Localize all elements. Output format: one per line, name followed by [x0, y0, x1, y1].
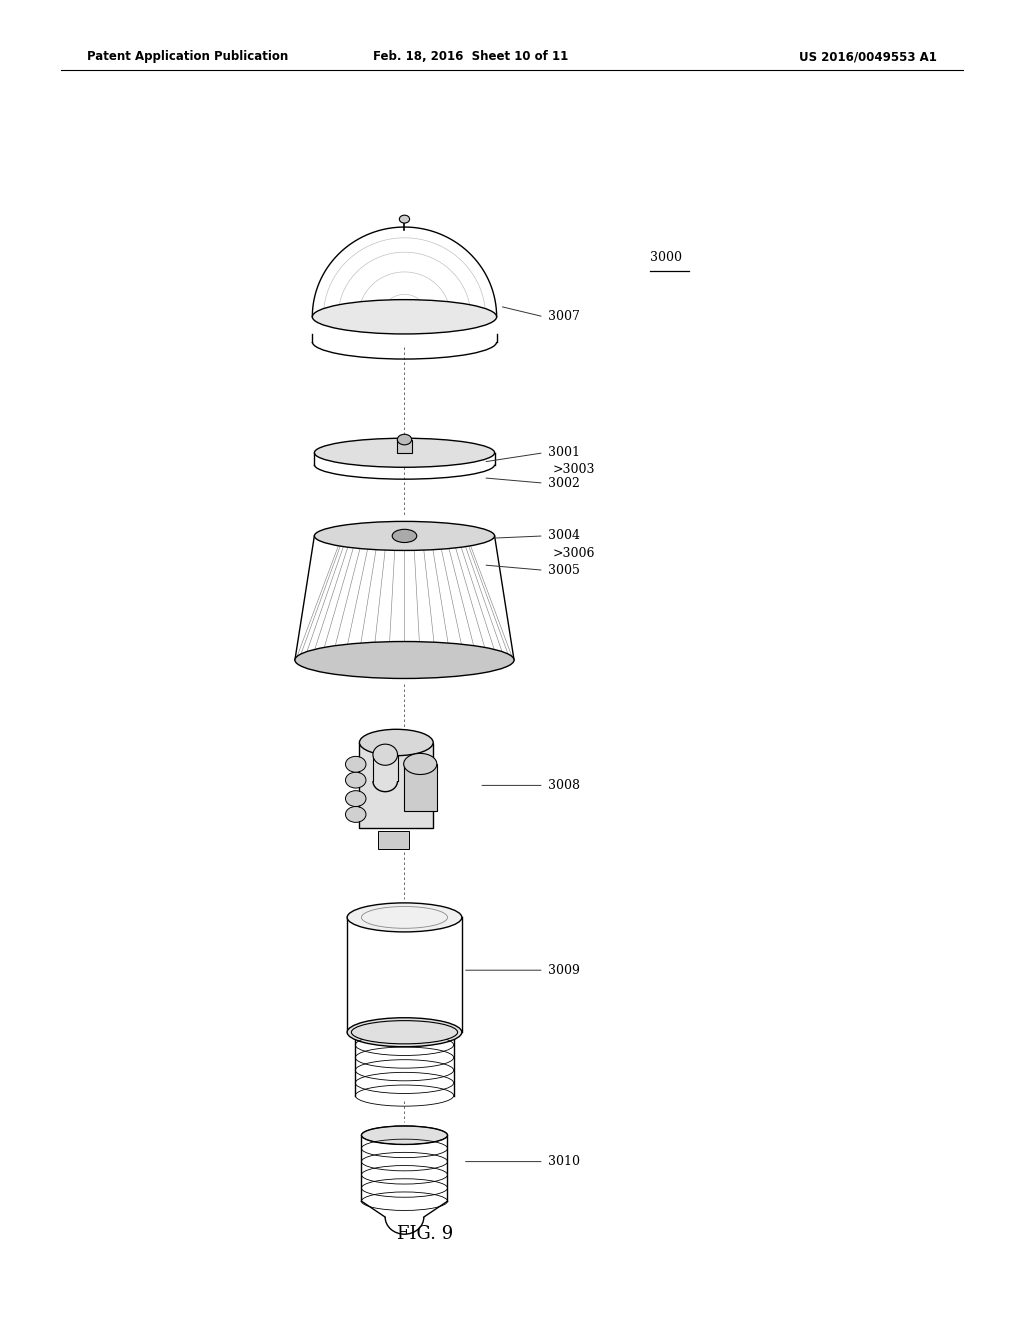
Text: 3005: 3005: [548, 564, 580, 577]
Text: US 2016/0049553 A1: US 2016/0049553 A1: [799, 50, 937, 63]
Ellipse shape: [403, 754, 437, 775]
Text: 3010: 3010: [548, 1155, 580, 1168]
Text: >3003: >3003: [553, 463, 596, 477]
Ellipse shape: [392, 529, 417, 543]
Ellipse shape: [399, 215, 410, 223]
Ellipse shape: [345, 807, 366, 822]
Bar: [359, 742, 433, 829]
Ellipse shape: [351, 1020, 458, 1044]
Bar: [403, 764, 437, 810]
Text: 3001: 3001: [548, 446, 580, 459]
Ellipse shape: [361, 1126, 447, 1144]
Ellipse shape: [347, 1018, 462, 1047]
Text: 3004: 3004: [548, 529, 580, 543]
Text: 3002: 3002: [548, 477, 580, 490]
Text: 3007: 3007: [548, 310, 580, 323]
Text: >3006: >3006: [553, 546, 596, 560]
Text: Feb. 18, 2016  Sheet 10 of 11: Feb. 18, 2016 Sheet 10 of 11: [374, 50, 568, 63]
Ellipse shape: [359, 729, 433, 755]
Text: FIG. 9: FIG. 9: [397, 1225, 453, 1243]
Text: 3008: 3008: [548, 779, 580, 792]
Text: Patent Application Publication: Patent Application Publication: [87, 50, 289, 63]
Bar: [397, 440, 412, 453]
Ellipse shape: [345, 756, 366, 772]
Ellipse shape: [345, 791, 366, 807]
Ellipse shape: [314, 521, 495, 550]
Ellipse shape: [312, 300, 497, 334]
Ellipse shape: [314, 438, 495, 467]
Text: 3000: 3000: [650, 251, 682, 264]
Ellipse shape: [397, 434, 412, 445]
Ellipse shape: [295, 642, 514, 678]
Ellipse shape: [347, 903, 462, 932]
Text: 3009: 3009: [548, 964, 580, 977]
Ellipse shape: [345, 772, 366, 788]
Bar: [378, 832, 409, 850]
Ellipse shape: [373, 744, 397, 766]
